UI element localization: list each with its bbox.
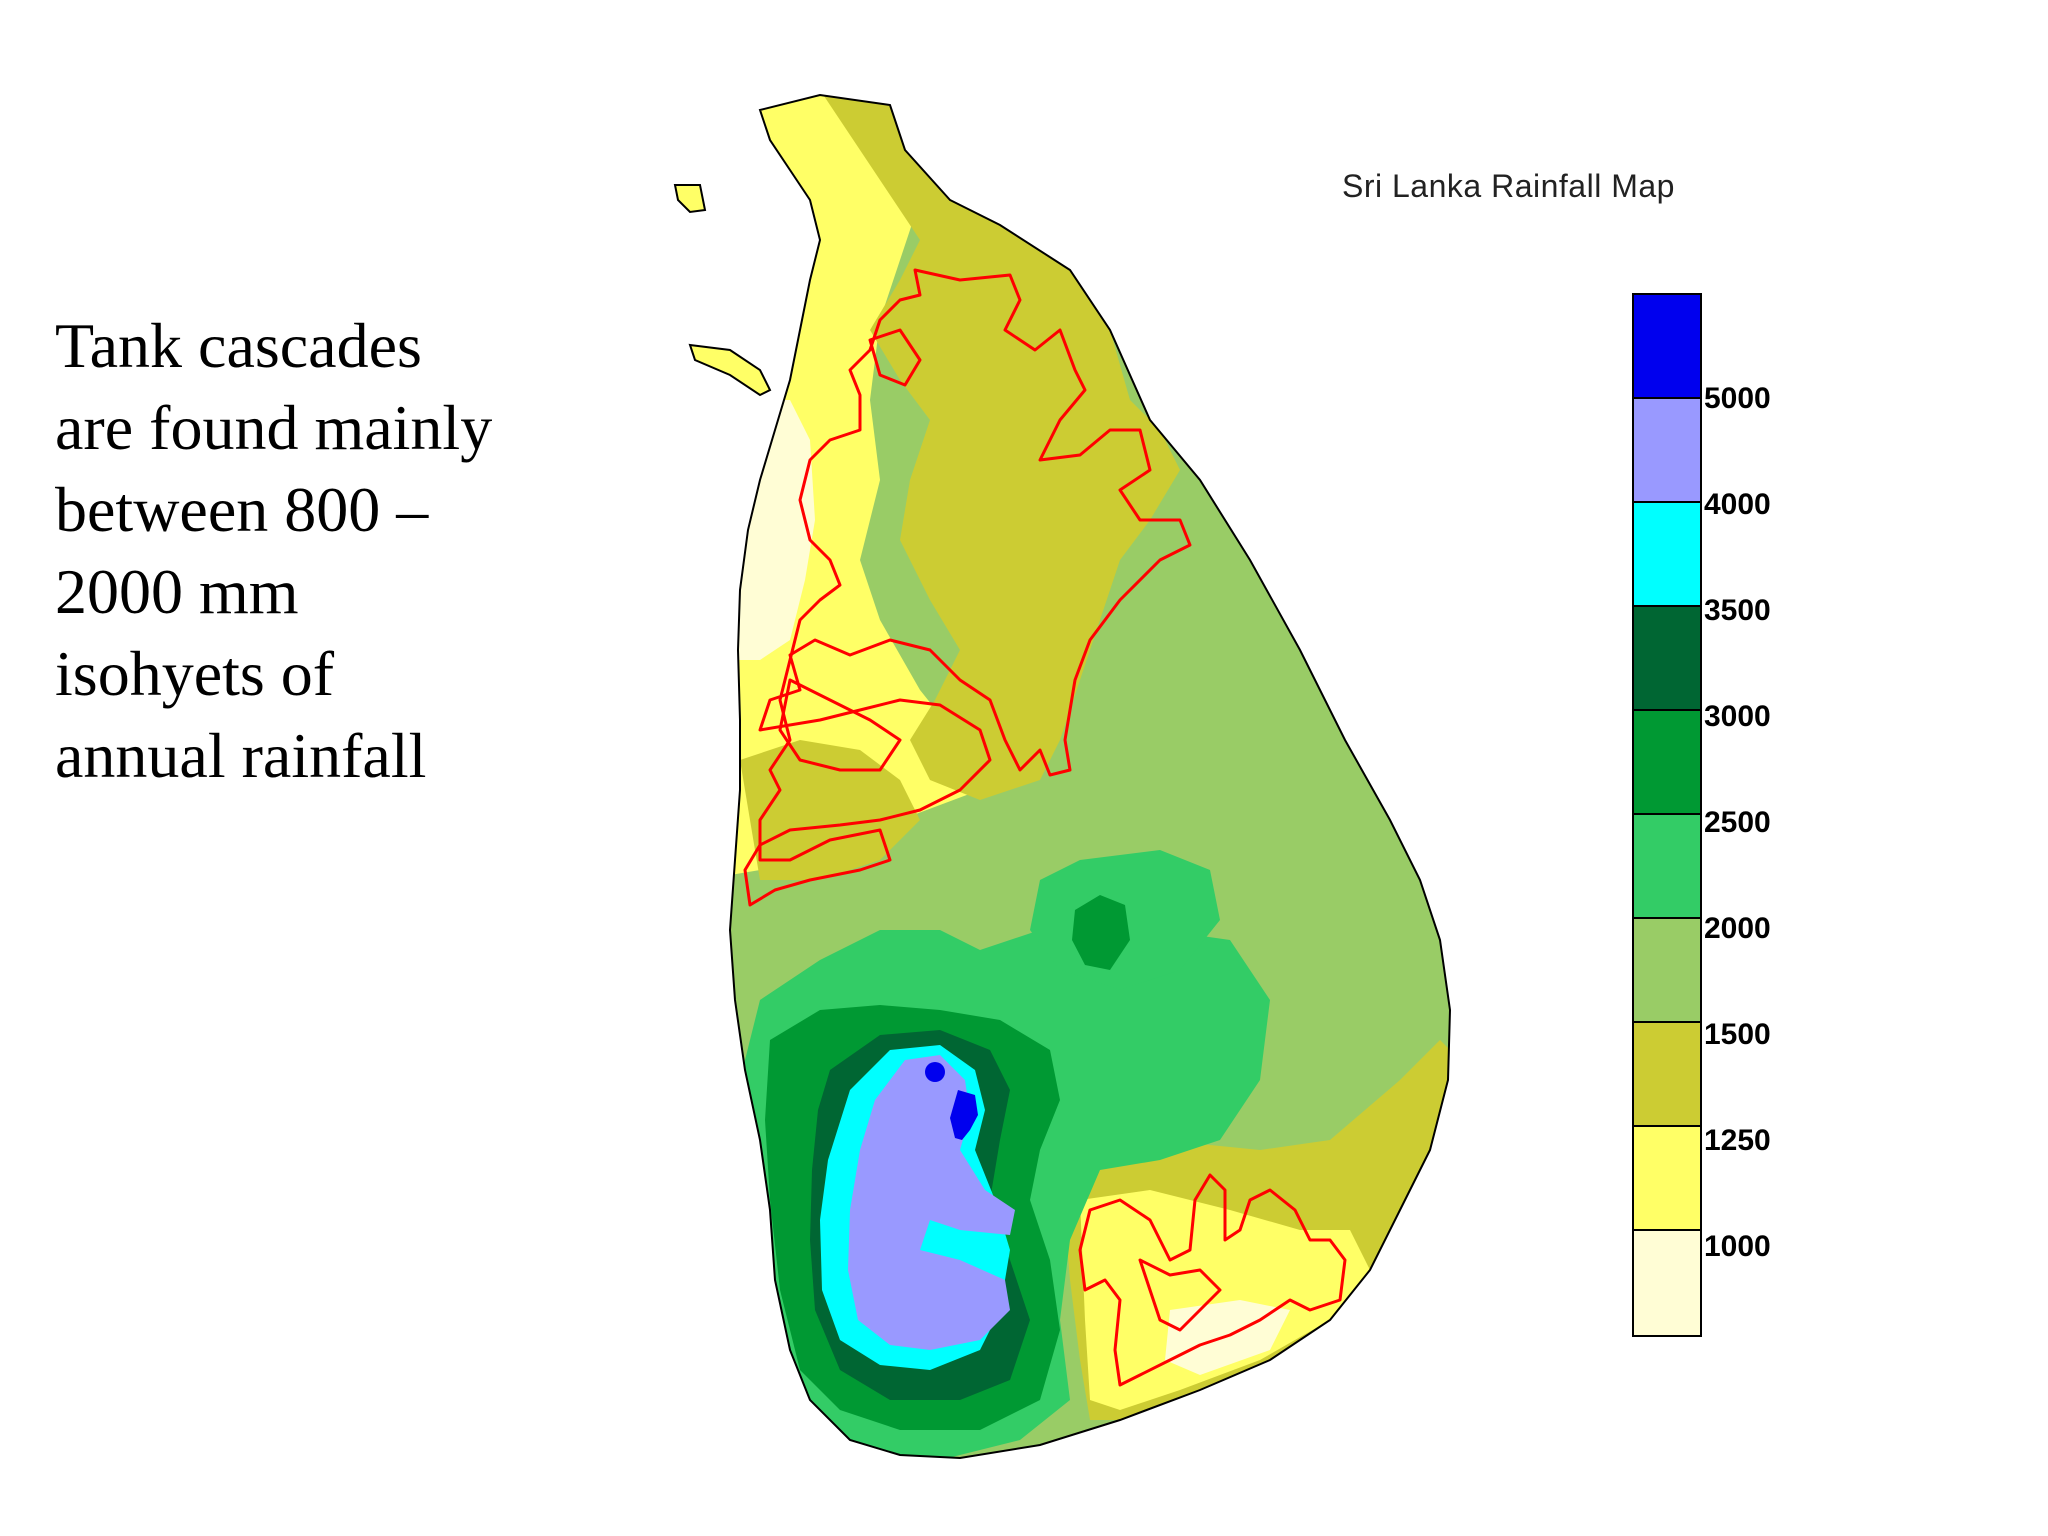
legend-swatch	[1634, 711, 1700, 815]
legend-label: 1250	[1704, 1124, 1771, 1157]
slide-text-line: Tank cascades	[55, 310, 422, 381]
legend-label: 5000	[1704, 382, 1771, 415]
legend-swatch	[1634, 919, 1700, 1023]
zone-1000-1250-southeast	[1080, 1190, 1370, 1410]
legend-swatch	[1634, 503, 1700, 607]
slide-text-line: 2000 mm	[55, 556, 299, 627]
zone-1250-1500-north	[820, 95, 1180, 800]
legend-label: 3500	[1704, 594, 1771, 627]
legend-label: 4000	[1704, 488, 1771, 521]
legend-label: 2000	[1704, 912, 1771, 945]
legend-swatch	[1634, 607, 1700, 711]
legend-swatch	[1634, 1023, 1700, 1127]
slide-text-line: isohyets of	[55, 638, 335, 709]
tank-cascade-outline-north	[743, 268, 1192, 907]
legend-swatch	[1634, 815, 1700, 919]
slide-text: Tank cascades are found mainly between 8…	[55, 305, 615, 797]
coastline	[728, 93, 1452, 1460]
island-northwest	[673, 184, 707, 214]
zone-over-5000-a	[925, 1062, 945, 1082]
island-mannar	[688, 343, 772, 397]
legend-label: 3000	[1704, 700, 1771, 733]
legend-swatch	[1634, 1231, 1700, 1335]
tank-cascade-outline-southeast-inner	[1138, 1258, 1222, 1332]
legend-colorbar	[1632, 293, 1702, 1337]
zone-2500-3000-central	[1072, 895, 1130, 970]
legend-label: 2500	[1704, 806, 1771, 839]
tank-cascade-outline-northwest	[778, 678, 902, 772]
tank-cascade-outline-southeast	[1078, 1173, 1347, 1387]
zone-over-5000-b	[950, 1090, 978, 1140]
slide-text-line: between 800 –	[55, 474, 429, 545]
slide-text-line: are found mainly	[55, 392, 493, 463]
legend-label: 1500	[1704, 1018, 1771, 1051]
zone-4000-5000	[848, 1055, 1015, 1350]
island	[673, 93, 1452, 1460]
legend-swatch	[1634, 1127, 1700, 1231]
map-title: Sri Lanka Rainfall Map	[1342, 168, 1675, 204]
tank-cascade-outline-north-inner	[868, 328, 922, 387]
legend-label: 1000	[1704, 1230, 1771, 1263]
zone-1250-1500-northwest	[740, 740, 920, 880]
legend-swatch	[1634, 295, 1700, 399]
legend-swatch	[1634, 399, 1700, 503]
zone-under-1000-southeast	[1165, 1300, 1290, 1375]
slide-text-line: annual rainfall	[55, 720, 427, 791]
